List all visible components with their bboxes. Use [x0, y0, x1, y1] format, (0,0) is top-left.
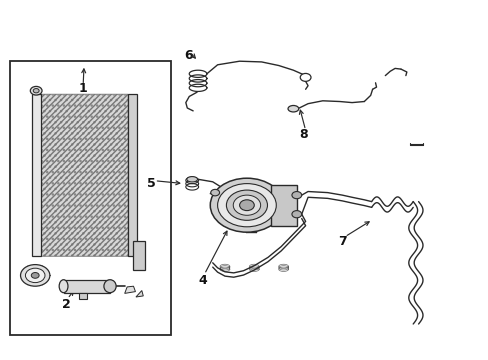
- Circle shape: [226, 190, 267, 220]
- Bar: [128, 94, 137, 256]
- Text: 2: 2: [61, 298, 70, 311]
- Text: 6: 6: [183, 49, 192, 62]
- Circle shape: [20, 265, 50, 286]
- Circle shape: [291, 211, 301, 218]
- Circle shape: [300, 73, 310, 81]
- Circle shape: [31, 273, 39, 278]
- Polygon shape: [136, 291, 143, 297]
- Ellipse shape: [104, 280, 116, 293]
- Circle shape: [30, 86, 42, 95]
- Bar: [41, 94, 128, 256]
- Circle shape: [217, 184, 276, 227]
- Bar: [63, 280, 110, 293]
- Circle shape: [33, 89, 39, 93]
- Circle shape: [25, 268, 45, 283]
- Bar: [271, 185, 296, 226]
- Polygon shape: [79, 293, 87, 299]
- Bar: [41, 94, 128, 256]
- Circle shape: [233, 195, 260, 215]
- Text: 5: 5: [147, 177, 156, 190]
- Polygon shape: [124, 286, 135, 293]
- Circle shape: [239, 200, 254, 211]
- Ellipse shape: [186, 177, 197, 182]
- Text: 1: 1: [79, 82, 87, 95]
- Bar: [32, 94, 41, 256]
- Text: 7: 7: [337, 235, 346, 248]
- Ellipse shape: [59, 280, 68, 293]
- Bar: [10, 61, 171, 335]
- Circle shape: [210, 189, 219, 196]
- Text: 8: 8: [298, 129, 307, 141]
- Bar: [133, 241, 144, 270]
- Text: 3: 3: [24, 269, 33, 282]
- Circle shape: [210, 178, 283, 232]
- Circle shape: [291, 192, 301, 199]
- Ellipse shape: [287, 105, 298, 112]
- Text: 4: 4: [198, 274, 207, 287]
